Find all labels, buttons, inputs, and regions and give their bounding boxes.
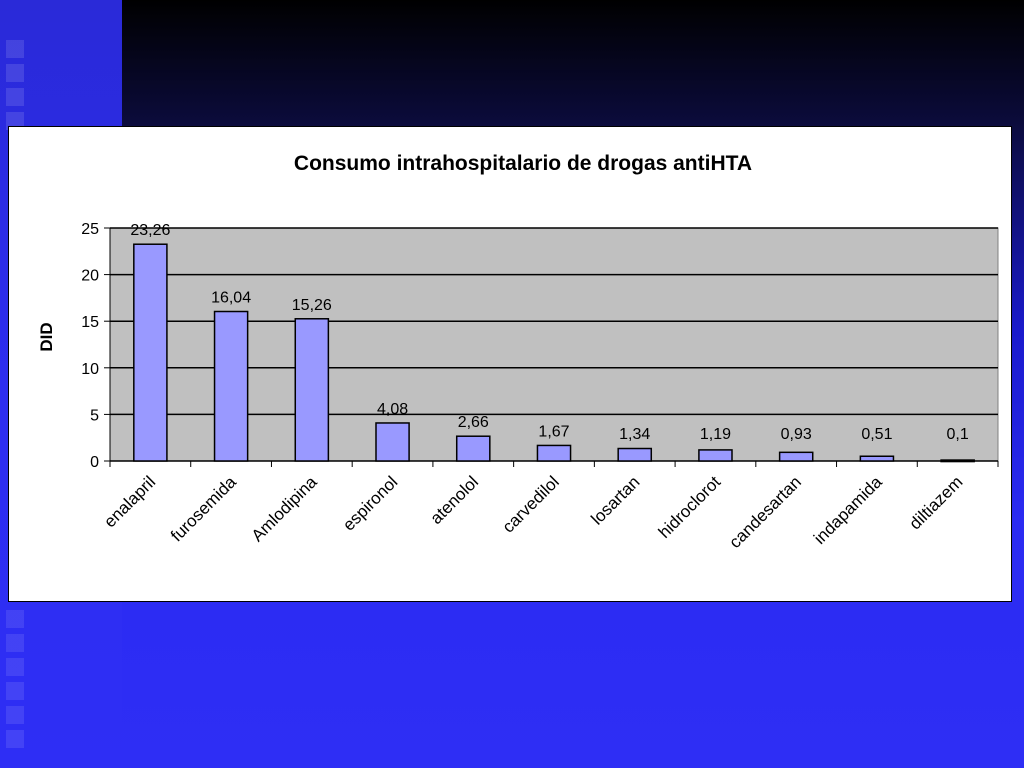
- chart-frame: Consumo intrahospitalario de drogas anti…: [8, 126, 1012, 602]
- data-label: 2,66: [458, 414, 489, 431]
- bar-atenolol[interactable]: [455, 435, 491, 462]
- y-tick-label: 15: [81, 314, 99, 331]
- data-label: 1,34: [619, 426, 650, 443]
- decorative-squares-top: [6, 40, 30, 136]
- bar-amlodipina[interactable]: [294, 318, 330, 462]
- x-tick-label: carvedilol: [499, 472, 563, 536]
- x-tick-label: hidroclorot: [655, 472, 725, 542]
- y-axis-label: DID: [37, 322, 56, 351]
- data-label: 0,1: [947, 426, 969, 443]
- x-tick-label: diltiazem: [906, 472, 967, 533]
- data-label: 1,19: [700, 426, 731, 443]
- x-tick-label: indapamida: [810, 472, 886, 548]
- x-tick-label: losartan: [587, 472, 643, 528]
- y-tick-label: 5: [90, 407, 99, 424]
- bar-losartan[interactable]: [617, 447, 653, 462]
- bar-candesartan[interactable]: [778, 451, 814, 462]
- x-tick-label: espironol: [339, 472, 401, 534]
- plot-area: [109, 227, 999, 462]
- y-tick-label: 25: [81, 221, 99, 238]
- data-label: 23,26: [130, 222, 170, 239]
- bar-enalapril[interactable]: [133, 243, 168, 462]
- bar-carvedilol[interactable]: [536, 444, 572, 462]
- data-label: 4,08: [377, 401, 408, 418]
- data-label: 16,04: [211, 290, 251, 307]
- data-label: 0,51: [861, 426, 892, 443]
- bar-espironol[interactable]: [375, 422, 410, 462]
- bar-indapamida[interactable]: [859, 455, 895, 462]
- y-tick-label: 20: [81, 268, 99, 285]
- chart-title: Consumo intrahospitalario de drogas anti…: [294, 152, 752, 175]
- data-label: 0,93: [781, 426, 812, 443]
- bar-diltiazem[interactable]: [940, 459, 975, 463]
- decorative-squares-bottom: [6, 610, 30, 754]
- x-tick-label: Amlodipina: [248, 472, 321, 545]
- y-tick-label: 0: [90, 454, 99, 471]
- data-label: 1,67: [538, 423, 569, 440]
- bar-hidroclorot[interactable]: [698, 449, 733, 462]
- x-tick-label: candesartan: [725, 472, 805, 552]
- data-label: 15,26: [292, 297, 332, 314]
- bar-furosemida[interactable]: [213, 310, 249, 462]
- x-tick-label: enalapril: [100, 472, 159, 531]
- bar-chart: Consumo intrahospitalario de drogas anti…: [37, 152, 999, 552]
- x-tick-label: furosemida: [167, 472, 240, 545]
- y-tick-label: 10: [81, 361, 99, 378]
- x-tick-label: atenolol: [427, 472, 483, 528]
